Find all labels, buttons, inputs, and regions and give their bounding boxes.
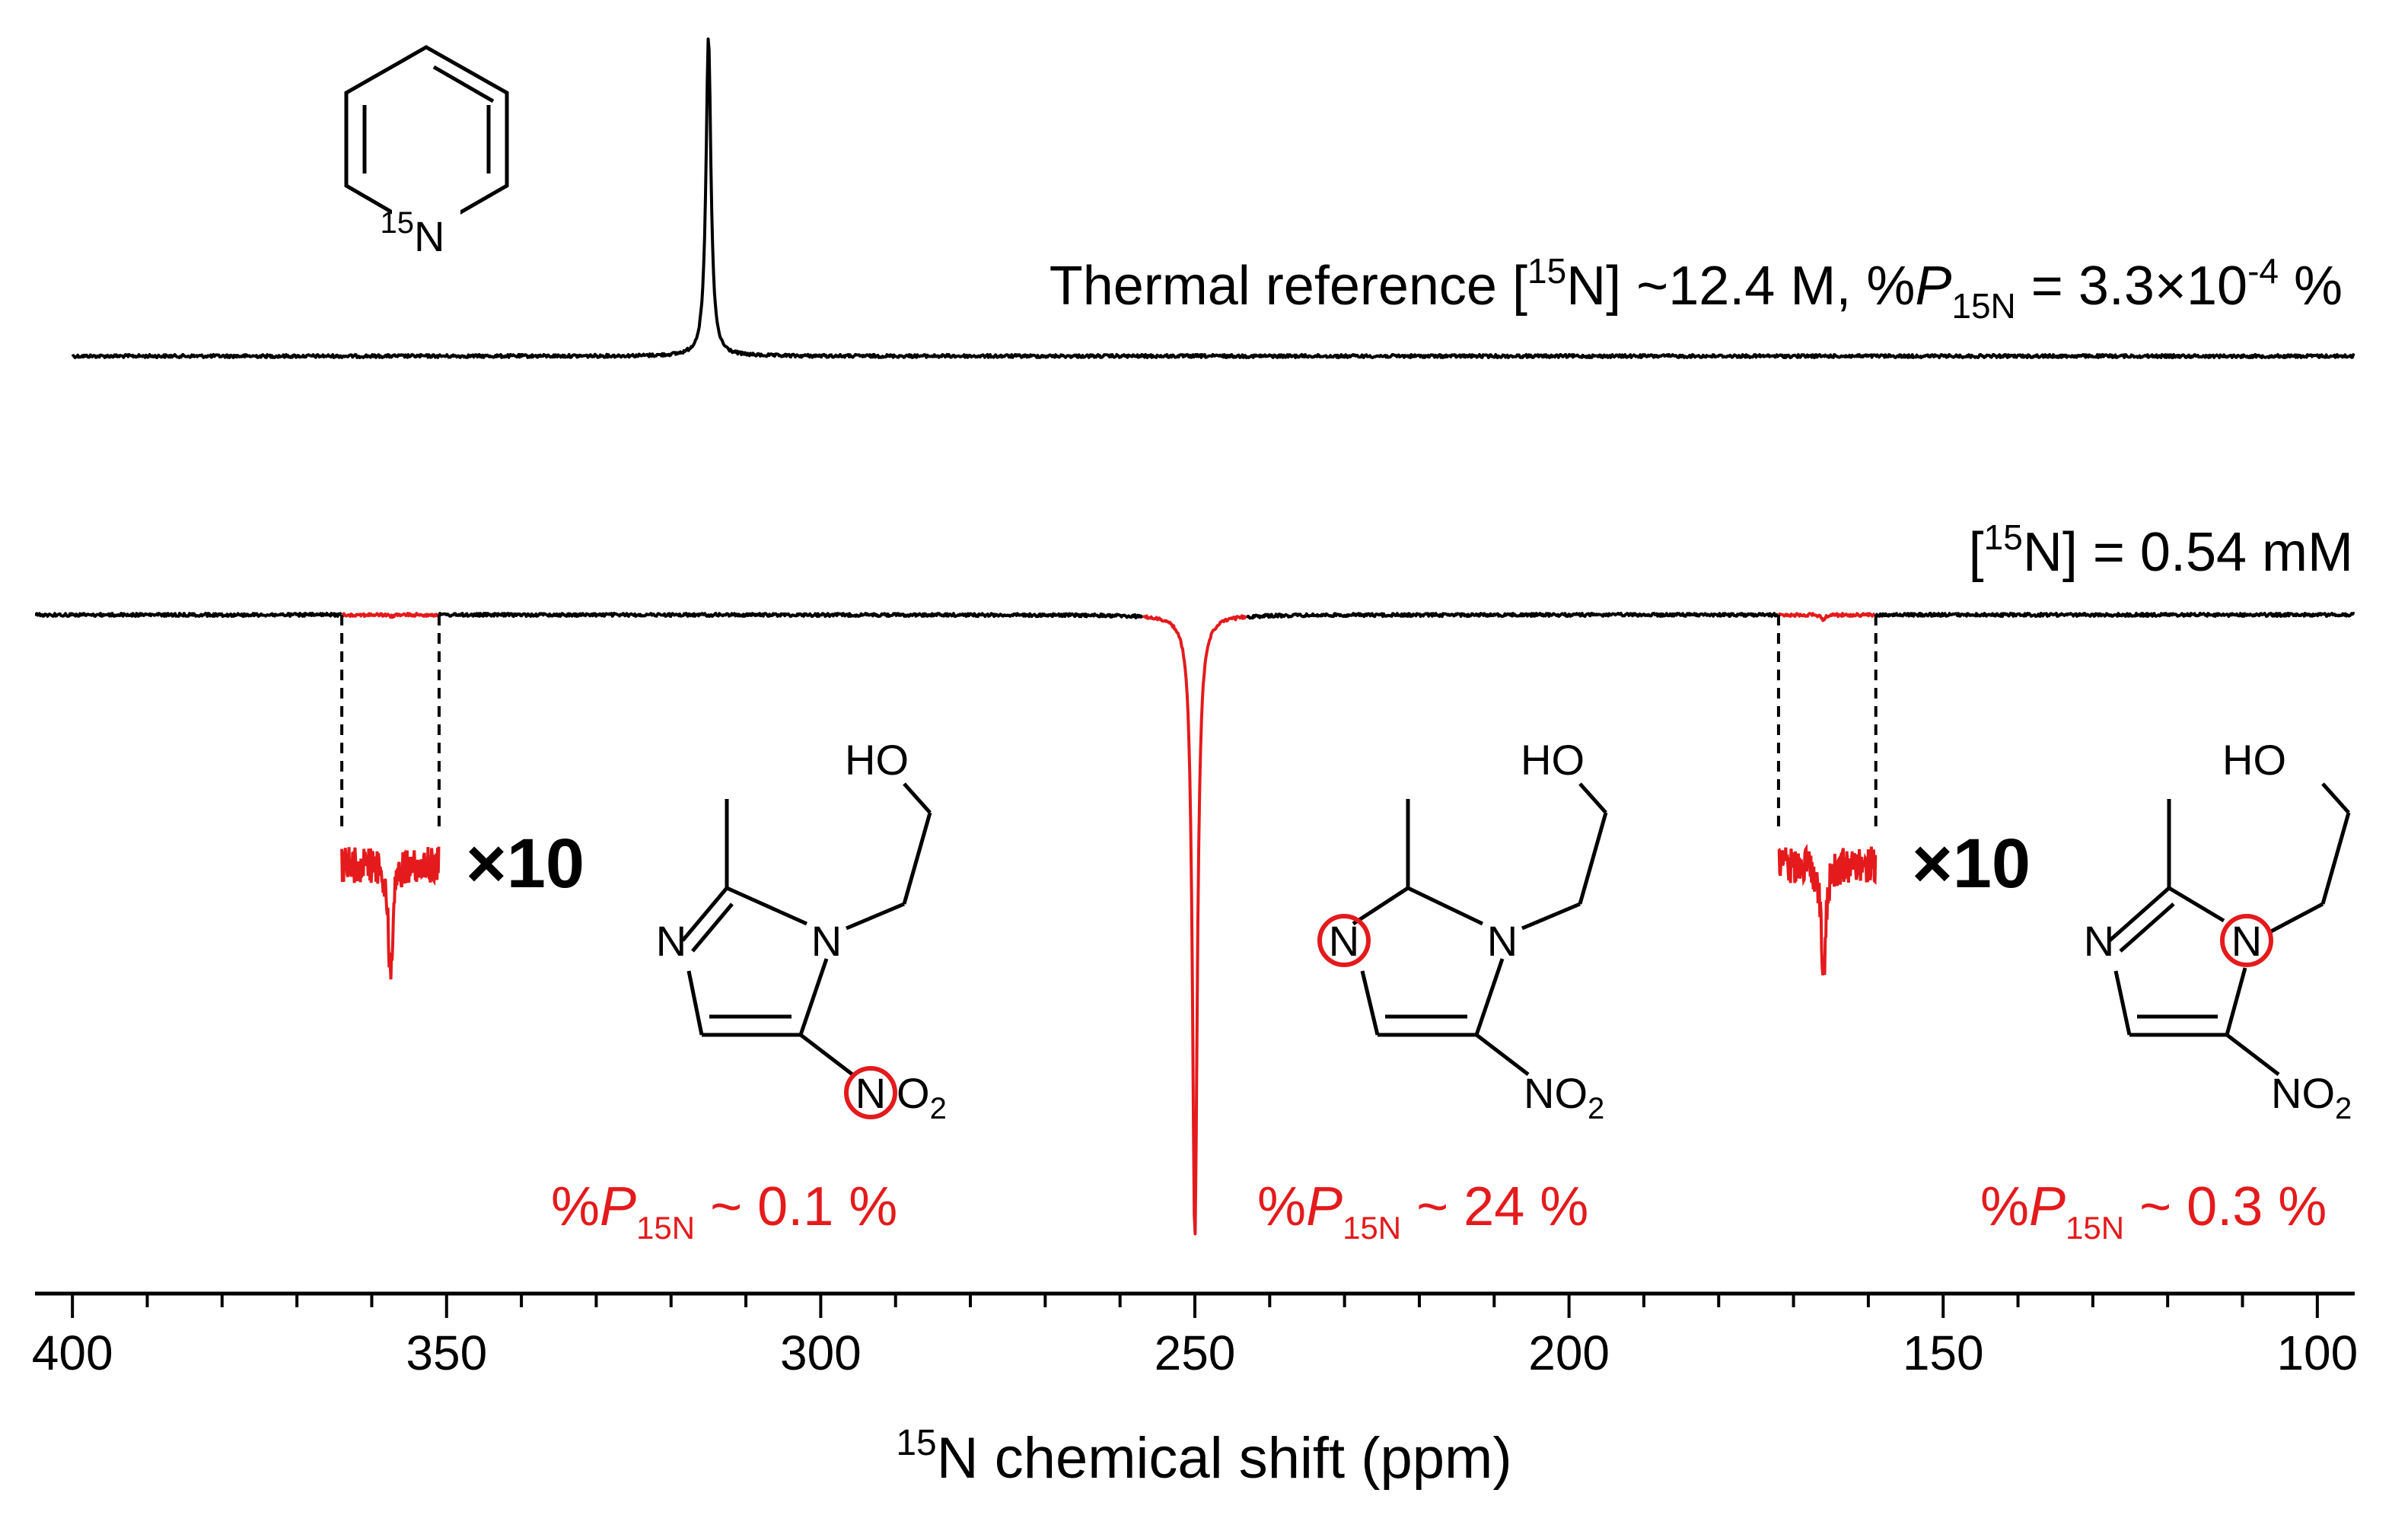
nitro-group-label: NO2 xyxy=(1524,1069,1604,1125)
imidazole-n3-label: N xyxy=(1329,917,1359,965)
x-axis-ticks: 400 350 300 250 200 150 100 xyxy=(32,1294,2358,1380)
x-tick-label: 150 xyxy=(1903,1326,1984,1380)
x-tick-label: 100 xyxy=(2276,1326,2358,1380)
thermal-reference-label: Thermal reference [15N] ~12.4 M, %P15N =… xyxy=(1050,251,2343,326)
highlight-circle xyxy=(2220,914,2273,967)
metronidazole-structure-nitro: HO N N N O2 xyxy=(656,736,947,1125)
nitro-o2-label: O2 xyxy=(897,1069,947,1125)
metronidazole-structure-n1: HO N N NO2 xyxy=(2084,736,2352,1125)
x-axis-title: 15N chemical shift (ppm) xyxy=(896,1423,1511,1491)
zoom-inset-trace xyxy=(1777,843,1878,976)
x-tick-label: 200 xyxy=(1528,1326,1610,1380)
hydroxyl-label: HO xyxy=(1521,736,1585,784)
highlight-circle xyxy=(1317,914,1371,967)
nitro-group-label: NO2 xyxy=(2271,1069,2352,1125)
hp-baseline-trace xyxy=(34,612,2355,620)
polarization-label-nitro: %P15N ~ 0.1 % xyxy=(551,1176,897,1246)
pyridine-n-label: 15N xyxy=(381,206,445,260)
x-axis: 400 350 300 250 200 150 100 15N chemical shift… xyxy=(32,1291,2358,1491)
zoom-factor-label-right: ×10 xyxy=(1912,825,2031,902)
polarization-label-n3: %P15N ~ 24 % xyxy=(1257,1176,1588,1246)
hyperpolarized-concentration-label: [15N] = 0.54 mM xyxy=(1969,517,2353,583)
zoom-insets xyxy=(340,615,1878,980)
hp-highlight-trace xyxy=(341,612,1876,1236)
imidazole-n3-label: N xyxy=(656,917,686,965)
hyperpolarized-spectrum xyxy=(34,612,2355,1236)
imidazole-n1-label: N xyxy=(1487,917,1518,965)
x-tick-label: 250 xyxy=(1155,1326,1236,1380)
zoom-factor-label-left: ×10 xyxy=(466,825,584,902)
polarization-label-n1: %P15N ~ 0.3 % xyxy=(1980,1176,2327,1246)
x-tick-label: 350 xyxy=(406,1326,487,1380)
metronidazole-structure-n3: HO N N NO2 xyxy=(1317,736,1608,1125)
imidazole-n1-label: N xyxy=(2231,917,2262,965)
thermal-spectrum xyxy=(71,37,2355,359)
pyridine-structure: 15N xyxy=(344,45,509,260)
hydroxyl-label: HO xyxy=(845,736,909,784)
hydroxyl-label: HO xyxy=(2222,736,2286,784)
imidazole-n3-label: N xyxy=(2084,917,2114,965)
zoom-inset-trace xyxy=(340,846,441,980)
highlight-circle xyxy=(844,1066,897,1119)
x-tick-label: 400 xyxy=(32,1326,113,1380)
nitro-n-label: N xyxy=(855,1069,886,1117)
thermal-trace xyxy=(71,37,2355,359)
imidazole-n1-label: N xyxy=(811,917,842,965)
x-tick-label: 300 xyxy=(780,1326,862,1380)
